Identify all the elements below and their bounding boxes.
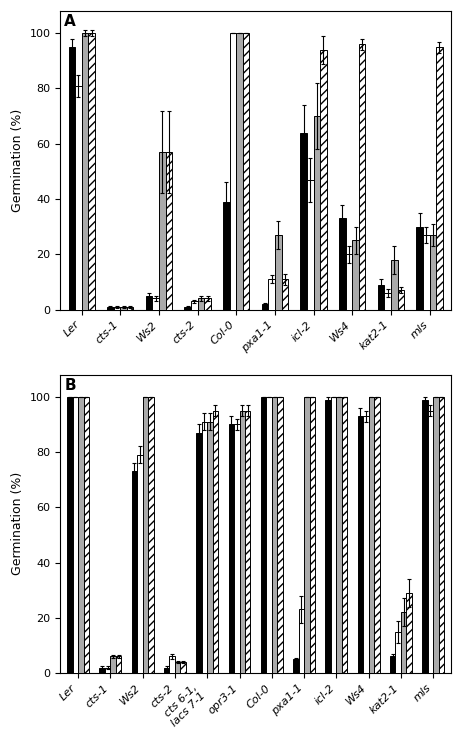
Bar (88, 33, 95, 309)
Bar (146, 296, 152, 309)
Bar (78, 397, 84, 673)
Bar (196, 433, 202, 673)
Y-axis label: Germination (%): Germination (%) (11, 472, 24, 576)
Bar (99, 667, 105, 673)
Bar (266, 397, 272, 673)
Bar (428, 411, 433, 673)
Bar (436, 47, 443, 309)
Bar (245, 411, 250, 673)
Bar (395, 632, 401, 673)
Bar (143, 397, 148, 673)
Bar (397, 290, 404, 309)
Bar (239, 411, 245, 673)
Bar (116, 656, 122, 673)
Bar (401, 612, 407, 673)
Bar (275, 235, 281, 309)
Bar (268, 279, 275, 309)
Bar (67, 397, 73, 673)
Bar (223, 202, 230, 309)
Bar (165, 152, 172, 309)
Text: A: A (64, 14, 76, 29)
Bar (234, 424, 239, 673)
Bar (191, 301, 198, 309)
Bar (384, 293, 391, 309)
Bar (105, 667, 110, 673)
Bar (304, 397, 310, 673)
Bar (243, 33, 249, 309)
Bar (374, 397, 380, 673)
Bar (236, 33, 243, 309)
Bar (198, 298, 204, 309)
Bar (181, 662, 186, 673)
Bar (73, 397, 78, 673)
Bar (433, 397, 438, 673)
Bar (170, 656, 175, 673)
Bar (339, 218, 346, 309)
Bar (68, 47, 75, 309)
Bar (107, 307, 114, 309)
Bar (320, 50, 327, 309)
Bar (213, 411, 218, 673)
Bar (75, 86, 82, 309)
Bar (369, 397, 374, 673)
Bar (336, 397, 342, 673)
Bar (204, 298, 211, 309)
Bar (164, 667, 170, 673)
Bar (230, 33, 236, 309)
Bar (378, 285, 384, 309)
Bar (110, 656, 116, 673)
Bar (152, 298, 159, 309)
Bar (281, 279, 288, 309)
Bar (127, 307, 134, 309)
Bar (353, 240, 359, 309)
Bar (262, 304, 268, 309)
Bar (229, 424, 234, 673)
Bar (430, 235, 436, 309)
Bar (272, 397, 277, 673)
Bar (184, 307, 191, 309)
Bar (423, 235, 430, 309)
Bar (120, 307, 127, 309)
Bar (300, 132, 307, 309)
Bar (331, 397, 336, 673)
Bar (407, 593, 412, 673)
Text: B: B (64, 377, 76, 393)
Bar (132, 471, 137, 673)
Bar (207, 422, 213, 673)
Bar (422, 400, 428, 673)
Bar (298, 610, 304, 673)
Bar (416, 226, 423, 309)
Bar (137, 455, 143, 673)
Bar (314, 116, 320, 309)
Bar (175, 662, 181, 673)
Bar (342, 397, 347, 673)
Bar (325, 400, 331, 673)
Bar (358, 416, 363, 673)
Bar (114, 307, 120, 309)
Bar (359, 44, 365, 309)
Bar (310, 397, 315, 673)
Bar (148, 397, 154, 673)
Bar (307, 180, 314, 309)
Bar (277, 397, 283, 673)
Bar (363, 416, 369, 673)
Bar (346, 255, 353, 309)
Bar (391, 260, 397, 309)
Bar (438, 397, 444, 673)
Y-axis label: Germination (%): Germination (%) (11, 109, 24, 212)
Bar (261, 397, 266, 673)
Bar (82, 33, 88, 309)
Bar (390, 656, 395, 673)
Bar (84, 397, 89, 673)
Bar (159, 152, 165, 309)
Bar (293, 659, 298, 673)
Bar (202, 422, 207, 673)
